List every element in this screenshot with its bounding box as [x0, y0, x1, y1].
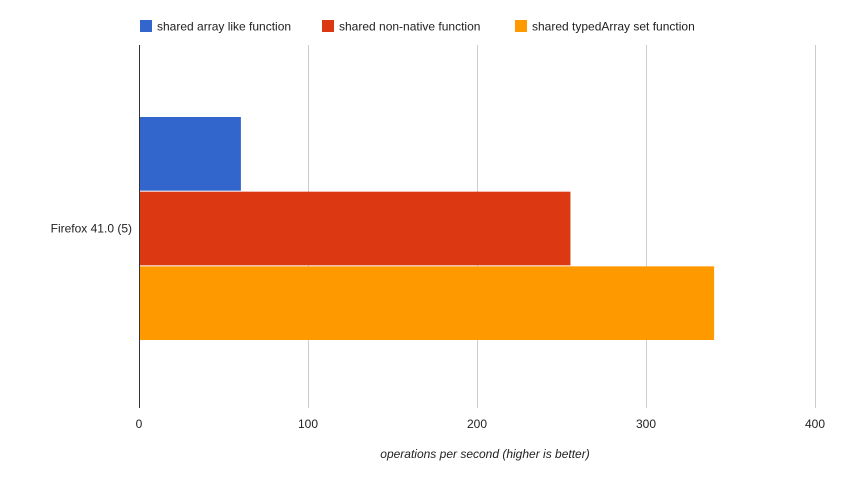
legend: shared array like function shared non-nat…	[140, 20, 695, 34]
legend-label-2: shared non-native function	[339, 20, 480, 34]
x-axis-title: operations per second (higher is better)	[380, 447, 589, 461]
category-label: Firefox 41.0 (5)	[51, 222, 132, 236]
bar-shared-non-native-function	[139, 191, 571, 266]
x-axis-ticks: 0 100 200 300 400	[136, 417, 826, 431]
legend-label-1: shared array like function	[157, 20, 291, 34]
bars	[139, 117, 715, 340]
legend-swatch-1	[140, 20, 152, 32]
x-tick-label-0: 0	[136, 417, 143, 431]
y-axis-labels: Firefox 41.0 (5)	[51, 222, 132, 236]
x-tick-label-100: 100	[298, 417, 318, 431]
x-tick-label-400: 400	[805, 417, 825, 431]
legend-swatch-2	[322, 20, 334, 32]
legend-swatch-3	[515, 20, 527, 32]
bar-shared-typedArray-set-function	[139, 266, 715, 340]
x-tick-label-200: 200	[467, 417, 487, 431]
bar-shared-array-like-function	[139, 117, 241, 191]
x-tick-label-300: 300	[636, 417, 656, 431]
legend-label-3: shared typedArray set function	[532, 20, 695, 34]
